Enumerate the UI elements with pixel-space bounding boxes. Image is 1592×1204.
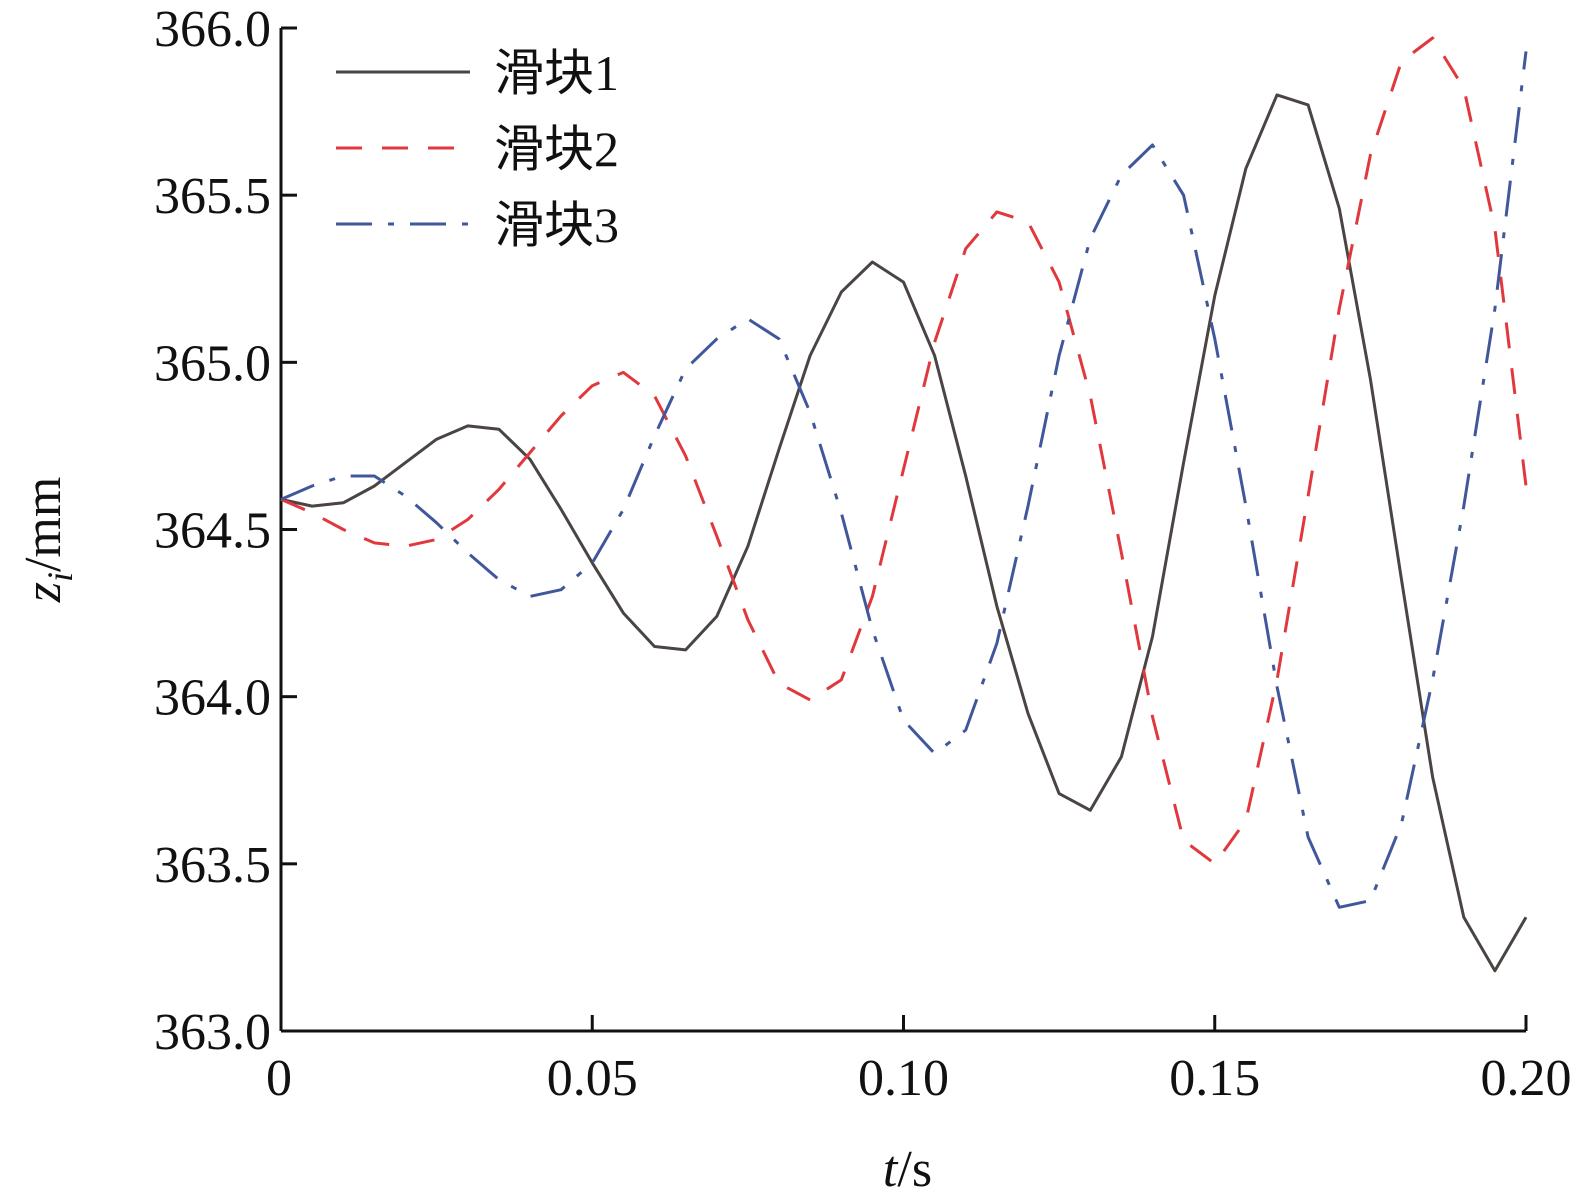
y-tick-label: 363.5 (154, 837, 271, 894)
y-axis-label-variable: z (15, 582, 72, 603)
y-tick-label: 366.0 (154, 1, 271, 58)
series-group (280, 36, 1528, 973)
x-axis-label-unit: /s (897, 1141, 932, 1198)
x-tick-label: 0.05 (547, 1050, 638, 1107)
legend-label-3: 滑块3 (494, 197, 619, 253)
y-tick-label: 364.5 (154, 503, 271, 560)
y-tick-label: 364.0 (154, 670, 271, 727)
y-axis-label-unit: /mm (15, 477, 72, 572)
y-tick-label: 363.0 (154, 1004, 271, 1061)
legend-label-2: 滑块2 (494, 121, 619, 177)
legend-label-1: 滑块1 (494, 45, 619, 101)
series-line-2 (280, 36, 1528, 866)
x-tick-label: 0.10 (858, 1050, 949, 1107)
x-axis-label: t/s (883, 1141, 932, 1198)
x-ticks: 0 0.05 0.10 0.15 0.20 (266, 1015, 1572, 1107)
x-tick-label: 0 (266, 1050, 292, 1107)
series-line-3 (280, 51, 1528, 909)
series-line-1 (280, 93, 1528, 973)
y-ticks: 363.0 363.5 364.0 364.5 365.0 365.5 366.0 (154, 1, 297, 1061)
axes (279, 28, 1526, 1033)
legend: 滑块1 滑块2 滑块3 (336, 45, 619, 253)
y-axis-label-subscript: i (40, 572, 80, 582)
x-tick-label: 0.20 (1481, 1050, 1572, 1107)
x-tick-label: 0.15 (1169, 1050, 1260, 1107)
y-axis-label: zi/mm (15, 477, 80, 604)
y-tick-label: 365.0 (154, 335, 271, 392)
x-axis-label-variable: t (883, 1141, 899, 1198)
y-tick-label: 365.5 (154, 168, 271, 225)
